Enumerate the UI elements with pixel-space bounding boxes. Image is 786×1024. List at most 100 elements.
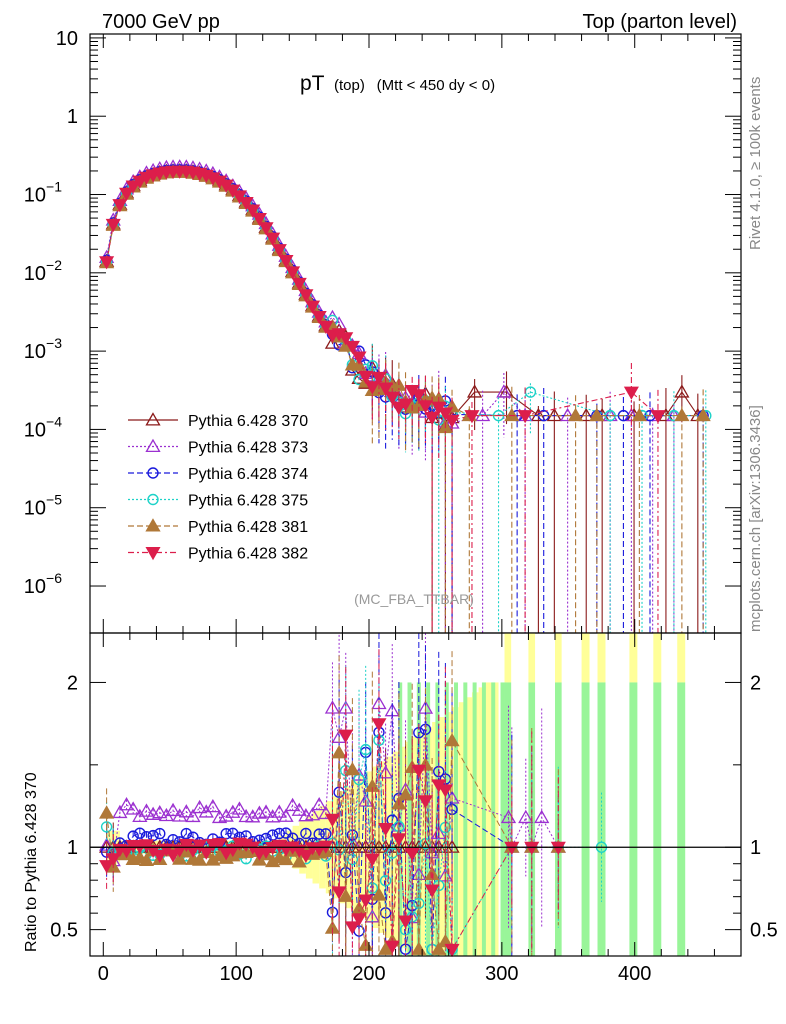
ratio-line-s374 (106, 728, 559, 950)
ratio-point (291, 854, 307, 868)
ratio-series-layer (98, 633, 608, 958)
legend-marker-s374 (147, 467, 159, 479)
ratio-band-green (454, 682, 459, 956)
main-x-ticks (102, 34, 715, 633)
ratio-point (378, 822, 394, 837)
ratio-band-yellow-tail (528, 633, 536, 683)
legend-marker-s373 (145, 438, 161, 453)
data-point (496, 384, 512, 398)
chart-title-cut: (Mtt < 450 dy < 0) (377, 77, 495, 94)
data-point (371, 371, 387, 386)
data-point (99, 256, 115, 270)
ratio-point (178, 804, 194, 818)
data-point (311, 310, 327, 325)
ratio-band-green (463, 682, 468, 956)
ratio-point (205, 798, 221, 813)
ratio-point (172, 851, 188, 865)
ratio-point (271, 804, 287, 818)
ratio-point (338, 729, 354, 743)
ratio-point (125, 801, 141, 815)
ratio-band-yellow-tail (581, 633, 590, 683)
data-point (278, 255, 294, 269)
data-point (589, 407, 605, 422)
ratio-point (359, 743, 372, 756)
ratio-band-green (677, 682, 686, 956)
legend-marker-s375 (147, 493, 159, 506)
legend-marker-s381 (145, 518, 161, 532)
ratio-point (231, 801, 248, 815)
legend-label-s373: Pythia 6.428 373 (188, 440, 308, 457)
ratio-point (152, 804, 168, 819)
ratio-point (331, 886, 347, 900)
ratio-series-s382 (99, 649, 566, 958)
ratio-ylabel: Ratio to Pythia 6.428 370 (23, 772, 40, 952)
ratio-point (338, 888, 354, 902)
data-point (631, 407, 647, 422)
ratio-point (351, 913, 367, 927)
ratio-band-yellow (438, 717, 446, 956)
data-point (258, 222, 274, 236)
ratio-point (172, 808, 188, 822)
data-point (674, 384, 690, 398)
ratio-y-tick-label: 1 (67, 837, 78, 859)
ratio-band-green (444, 682, 449, 956)
ratio-point (358, 894, 374, 908)
ratio-point (180, 827, 193, 840)
ratio-point (411, 764, 427, 778)
ratio-point (437, 933, 454, 948)
ratio-y-tick-label-right: 1 (750, 837, 761, 859)
ratio-band-green (500, 682, 505, 956)
ratio-point (534, 809, 550, 824)
ratio-point (377, 941, 394, 955)
legend-marker-s382 (145, 547, 161, 561)
data-point (119, 187, 135, 201)
ratio-point (105, 853, 121, 867)
data-point (251, 212, 267, 227)
ratio-y-tick-label-right: 0.5 (750, 920, 778, 942)
data-point (530, 407, 547, 422)
ratio-point (324, 813, 340, 827)
ratio-point (550, 841, 566, 855)
main-y-tick-label: 10−2 (24, 257, 62, 285)
ratio-point (318, 805, 334, 820)
ratio-band-green (653, 682, 662, 956)
ratio-point (145, 806, 161, 820)
data-point (424, 412, 440, 426)
data-point (125, 180, 141, 194)
ratio-point (265, 809, 281, 823)
watermark: (MC_FBA_TTBAR) (354, 591, 474, 607)
data-point (467, 384, 483, 398)
ratio-point (344, 761, 361, 776)
ratio-point (524, 841, 540, 855)
ratio-line-s373 (106, 703, 559, 918)
legend-label-s381: Pythia 6.428 381 (188, 519, 308, 536)
ratio-band-green (407, 682, 412, 956)
ratio-point (100, 821, 113, 833)
main-series-layer (98, 159, 712, 633)
data-point (298, 289, 314, 303)
ratio-band-yellow (465, 697, 472, 956)
legend-label-s375: Pythia 6.428 375 (188, 493, 308, 510)
ratio-point (258, 804, 274, 818)
main-y-tick-label: 10−5 (24, 492, 62, 520)
data-point (285, 266, 301, 280)
legend-marker-s370 (145, 412, 161, 426)
data-point (560, 407, 576, 422)
ratio-point (304, 807, 321, 821)
data-point (358, 370, 374, 384)
data-point (623, 386, 639, 400)
data-point (567, 407, 584, 422)
legend: Pythia 6.428 370 Pythia 6.428 373 Pythia 6… (128, 412, 308, 563)
ratio-point (185, 808, 201, 823)
data-point (384, 391, 400, 405)
ratio-point (313, 828, 325, 840)
main-y-tick-label: 10−3 (24, 335, 62, 363)
header-right-title: Top (parton level) (582, 11, 737, 33)
chart-title: pT (top) (Mtt < 450 dy < 0) (300, 72, 495, 95)
ratio-band-yellow (485, 682, 492, 956)
ratio-point (344, 921, 360, 935)
ratio-point (444, 732, 460, 747)
legend-label-s382: Pythia 6.428 382 (188, 546, 308, 563)
data-point (318, 320, 334, 334)
ratio-band-green (597, 682, 606, 956)
